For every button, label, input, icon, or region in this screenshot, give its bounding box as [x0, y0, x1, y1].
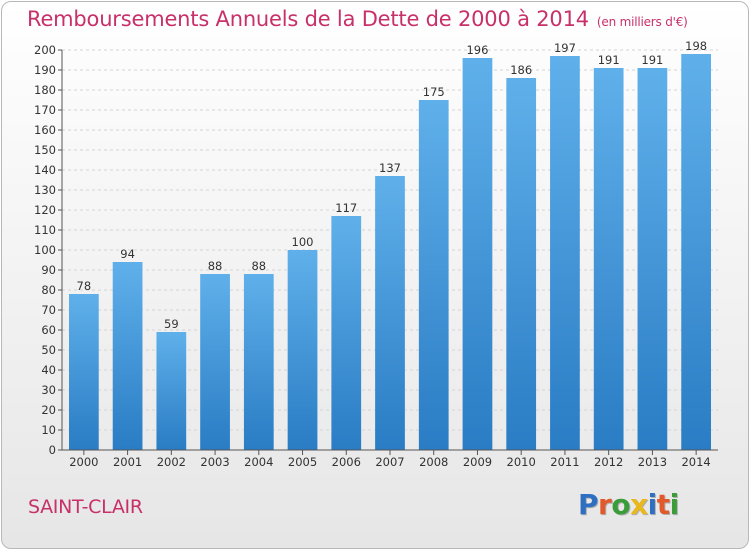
data-label: 88 — [251, 259, 266, 273]
chart-title: Remboursements Annuels de la Dette de 20… — [27, 7, 688, 31]
bar — [462, 58, 493, 450]
data-label: 191 — [641, 53, 663, 67]
y-tick-label: 120 — [34, 203, 56, 217]
y-tick-label: 180 — [34, 83, 56, 97]
bar — [375, 176, 405, 450]
bar — [243, 274, 274, 450]
logo-letter: r — [598, 488, 612, 521]
y-tick-label: 0 — [49, 443, 56, 457]
bar — [681, 54, 712, 450]
logo-letter: i — [669, 488, 680, 521]
data-label: 196 — [466, 43, 488, 57]
y-tick-label: 160 — [34, 123, 56, 137]
x-tick-label: 2012 — [594, 455, 623, 469]
bar — [156, 332, 187, 450]
data-label: 100 — [292, 235, 314, 249]
y-tick-label: 150 — [34, 143, 56, 157]
x-tick-label: 2005 — [288, 455, 317, 469]
commune-name: SAINT-CLAIR — [28, 496, 143, 518]
x-tick-label: 2013 — [638, 455, 667, 469]
y-tick-label: 110 — [34, 223, 56, 237]
logo-letter: i — [647, 488, 658, 521]
y-axis: 0 10 20 30 40 50 60 70 80 90 100 110 120 130 140 150 160… — [34, 43, 63, 457]
data-label: 117 — [335, 201, 357, 215]
x-tick-label: 2002 — [157, 455, 186, 469]
data-label: 88 — [208, 259, 223, 273]
y-tick-label: 190 — [34, 63, 56, 77]
x-tick-label: 2006 — [332, 455, 361, 469]
y-tick-label: 130 — [34, 183, 56, 197]
data-label: 137 — [379, 161, 401, 175]
data-label: 198 — [685, 39, 707, 53]
chart-subtitle: (en milliers d'€) — [596, 15, 688, 29]
y-tick-label: 30 — [41, 383, 56, 397]
y-tick-label: 170 — [34, 103, 56, 117]
logo-letter: t — [656, 488, 670, 521]
y-tick-label: 100 — [34, 243, 56, 257]
bar — [637, 68, 668, 450]
bar — [112, 262, 143, 450]
x-axis: 2000 2001 2002 2003 2004 2005 2006 2007 2008 2009… — [62, 449, 718, 469]
bar — [506, 78, 537, 450]
y-tick-label: 10 — [41, 423, 56, 437]
bar — [418, 100, 449, 450]
y-tick-label: 20 — [41, 403, 56, 417]
x-tick-label: 2004 — [244, 455, 273, 469]
x-tick-label: 2007 — [375, 455, 404, 469]
x-tick-label: 2011 — [550, 455, 579, 469]
bar — [550, 56, 580, 450]
bars — [68, 54, 712, 450]
x-tick-label: 2008 — [419, 455, 448, 469]
data-label: 59 — [164, 317, 179, 331]
x-tick-label: 2000 — [69, 455, 98, 469]
data-label: 175 — [423, 85, 445, 99]
x-tick-label: 2009 — [463, 455, 492, 469]
data-labels: 78 94 59 88 88 100 117 137 175 196 186 197 191 191 198 — [77, 39, 708, 331]
data-label: 186 — [510, 63, 532, 77]
bar — [68, 294, 99, 450]
data-label: 197 — [554, 41, 576, 55]
data-label: 78 — [77, 279, 92, 293]
y-tick-label: 40 — [41, 363, 56, 377]
logo-letter: x — [630, 488, 648, 521]
data-label: 191 — [598, 53, 620, 67]
bar — [593, 68, 624, 450]
logo-letter: P — [578, 488, 599, 521]
data-label: 94 — [120, 247, 135, 261]
x-tick-label: 2014 — [681, 455, 710, 469]
y-tick-label: 90 — [41, 263, 56, 277]
y-tick-label: 200 — [34, 43, 56, 57]
x-tick-label: 2010 — [507, 455, 536, 469]
y-tick-label: 50 — [41, 343, 56, 357]
bar — [287, 250, 318, 450]
y-tick-label: 60 — [41, 323, 56, 337]
y-tick-label: 70 — [41, 303, 56, 317]
y-tick-label: 140 — [34, 163, 56, 177]
x-tick-label: 2003 — [200, 455, 229, 469]
logo-letter: o — [611, 488, 631, 521]
x-tick-label: 2001 — [113, 455, 142, 469]
chart-title-text: Remboursements Annuels de la Dette de 20… — [27, 7, 589, 31]
proxiti-logo[interactable]: Proxiti — [578, 488, 679, 521]
bar — [200, 274, 230, 450]
bar — [331, 216, 362, 450]
y-tick-label: 80 — [41, 283, 56, 297]
